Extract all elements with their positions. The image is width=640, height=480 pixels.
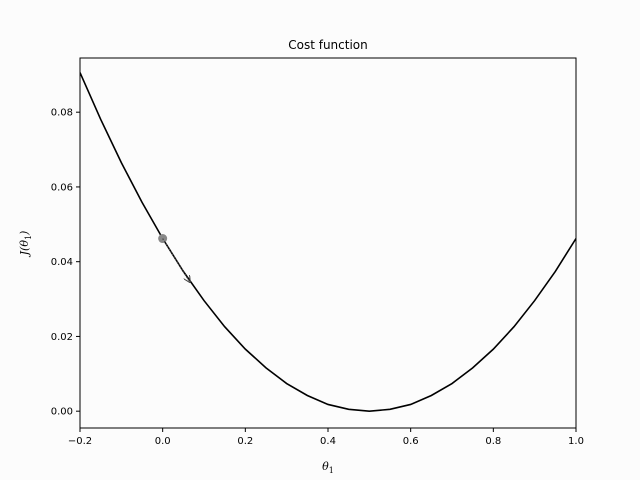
y-tick-label: 0.06 — [51, 182, 73, 193]
x-axis-label: θ1 — [322, 460, 334, 475]
y-tick-label: 0.00 — [51, 407, 73, 418]
y-tick-label: 0.04 — [51, 257, 73, 268]
y-axis-label: J(θ1) — [18, 231, 33, 258]
gradient-step-arrow — [162, 238, 190, 283]
y-tick-label: 0.02 — [51, 332, 73, 343]
plot-area — [80, 58, 576, 428]
y-tick-label: 0.08 — [51, 108, 73, 119]
x-tick-label: 0.6 — [403, 436, 419, 447]
x-tick-label: 0.8 — [485, 436, 501, 447]
x-tick-label: 0.0 — [155, 436, 171, 447]
x-tick-label: 0.2 — [237, 436, 253, 447]
x-tick-label: 0.4 — [320, 436, 336, 447]
x-tick-label: −0.2 — [68, 436, 92, 447]
x-tick-label: 1.0 — [568, 436, 584, 447]
chart-title: Cost function — [288, 38, 368, 52]
